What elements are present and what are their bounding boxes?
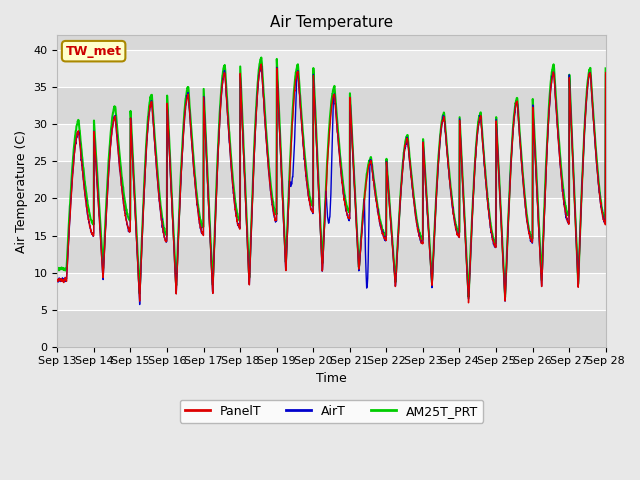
AM25T_PRT [207, 230, 214, 236]
AM25T_PRT [501, 294, 509, 300]
AirT [348, 130, 356, 136]
PanelT [602, 70, 609, 75]
AirT [554, 127, 561, 133]
Y-axis label: Air Temperature (C): Air Temperature (C) [15, 130, 28, 252]
AM25T_PRT [348, 120, 355, 126]
Bar [58, 161, 605, 198]
AM25T_PRT [54, 266, 61, 272]
AirT [207, 242, 214, 248]
Title: Air Temperature: Air Temperature [270, 15, 393, 30]
Line: PanelT: PanelT [58, 64, 605, 303]
Bar [58, 310, 605, 347]
PanelT [257, 61, 265, 67]
PanelT [360, 209, 367, 215]
AirT [257, 63, 264, 69]
AirT [569, 157, 577, 163]
AirT [136, 301, 143, 307]
AirT [602, 72, 609, 78]
AirT [360, 207, 367, 213]
PanelT [465, 300, 472, 306]
AM25T_PRT [360, 206, 367, 212]
Text: TW_met: TW_met [66, 45, 122, 58]
AM25T_PRT [554, 120, 561, 126]
Bar [58, 198, 605, 236]
Bar [58, 124, 605, 161]
Bar [58, 273, 605, 310]
AirT [54, 278, 61, 284]
Bar [58, 50, 605, 87]
X-axis label: Time: Time [316, 372, 347, 385]
Line: AirT: AirT [58, 66, 605, 304]
Bar [58, 236, 605, 273]
Line: AM25T_PRT: AM25T_PRT [58, 58, 605, 297]
AM25T_PRT [257, 55, 265, 60]
AM25T_PRT [602, 65, 609, 71]
AM25T_PRT [569, 155, 577, 160]
Legend: PanelT, AirT, AM25T_PRT: PanelT, AirT, AM25T_PRT [180, 400, 483, 423]
PanelT [54, 278, 61, 284]
PanelT [348, 125, 355, 131]
PanelT [207, 237, 214, 243]
PanelT [569, 158, 577, 164]
AM25T_PRT [491, 240, 499, 246]
PanelT [554, 126, 561, 132]
Bar [58, 87, 605, 124]
AirT [492, 244, 499, 250]
PanelT [492, 244, 499, 250]
